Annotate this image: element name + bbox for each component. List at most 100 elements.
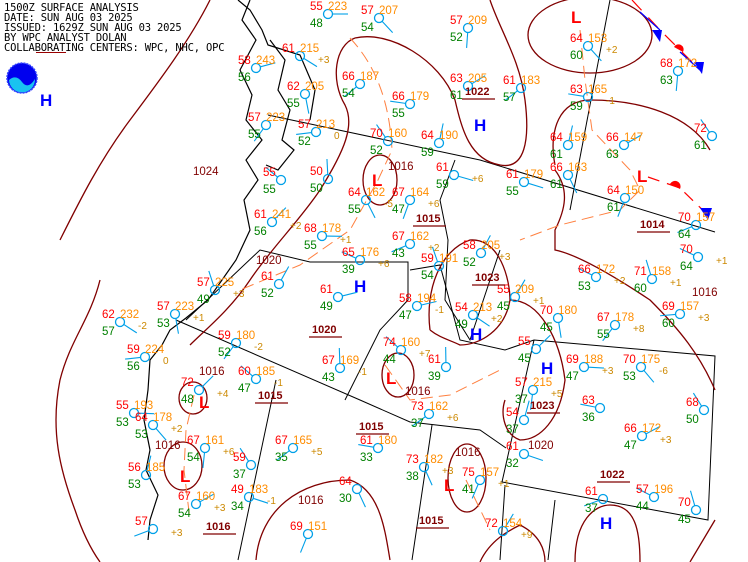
station-pressure: 243	[256, 55, 275, 67]
station-dewpoint: 43	[322, 372, 335, 384]
wind-barb-icon	[431, 246, 439, 262]
station-temperature: 75	[462, 467, 475, 479]
warm-front-semicircle-icon	[674, 44, 684, 52]
station-temperature: 54	[506, 407, 519, 419]
wind-barb-icon	[558, 322, 562, 338]
wind-barb-icon	[265, 166, 278, 178]
station-dewpoint: 63	[606, 149, 619, 161]
station-plot: 67 162 43 +2	[391, 231, 440, 260]
wind-barb-icon	[590, 48, 602, 62]
station-circle-icon	[260, 119, 272, 131]
station-pressure-tendency: +6	[378, 259, 390, 270]
station-dewpoint: 50	[310, 183, 323, 195]
station-circle-icon	[618, 139, 630, 151]
station-plot: 61 183 57	[503, 75, 540, 104]
wind-barb-icon	[123, 323, 138, 334]
isobar	[354, 0, 528, 167]
pressure-center-value: 1023	[475, 272, 499, 284]
station-temperature: 69	[290, 521, 303, 533]
station-temperature: 64	[607, 185, 620, 197]
station-pressure-tendency: +3	[318, 55, 330, 66]
station-plot: 61 241 56 +2	[254, 207, 302, 238]
station-plot: 62 205 55	[287, 81, 324, 114]
station-circle-icon	[190, 498, 202, 510]
station-dewpoint: 59	[570, 101, 583, 113]
station-temperature: 54	[455, 302, 468, 314]
station-temperature: 66	[578, 264, 591, 276]
station-circle-icon	[440, 361, 452, 373]
map-header: 1500Z SURFACE ANALYSIS DATE: SUN AUG 03 …	[4, 3, 225, 54]
station-temperature: 59	[421, 253, 434, 265]
station-temperature: 66	[624, 423, 637, 435]
station-dewpoint: 55	[506, 186, 519, 198]
cold-front-triangle-icon	[694, 62, 704, 74]
station-pressure: 215	[533, 377, 552, 389]
station-circle-icon	[619, 192, 631, 204]
station-temperature: 64	[550, 132, 563, 144]
station-circle-icon	[373, 12, 385, 24]
station-circle-icon	[273, 278, 285, 290]
station-circle-icon	[690, 219, 702, 231]
station-dewpoint: 61	[607, 202, 620, 214]
station-circle-icon	[395, 344, 407, 356]
wind-barb-icon	[303, 57, 318, 68]
station-temperature: 61	[360, 435, 373, 447]
station-pressure-tendency: +3	[602, 366, 614, 377]
wind-barb-icon	[645, 259, 652, 275]
station-plot: 67 164 47 +6	[392, 187, 440, 219]
wind-barb-icon	[358, 443, 374, 448]
station-circle-icon	[674, 308, 686, 320]
station-dewpoint: 37	[506, 424, 519, 436]
station-plot: 57 225 49 +3	[197, 270, 245, 306]
station-pressure: 209	[468, 15, 487, 27]
station-dewpoint: 64	[680, 261, 693, 273]
station-pressure-tendency: +1	[498, 479, 510, 490]
station-pressure: 159	[568, 132, 587, 144]
station-pressure: 169	[340, 355, 359, 367]
station-plot: 66 179 55	[390, 91, 429, 120]
station-pressure: 162	[429, 401, 448, 413]
station-dewpoint: 57	[102, 326, 115, 338]
station-circle-icon	[147, 419, 159, 431]
border-utah	[411, 424, 556, 561]
isobar-label: 1016	[298, 495, 324, 507]
low-pressure-center: L	[386, 369, 396, 388]
station-temperature: 71	[634, 266, 647, 278]
station-plot: 49 183 34 -1	[231, 484, 276, 513]
station-temperature: 63	[570, 84, 583, 96]
wind-barb-icon	[344, 86, 357, 98]
station-temperature: 57	[361, 5, 374, 17]
station-temperature: 55	[518, 336, 531, 348]
station-circle-icon	[404, 194, 416, 206]
station-plot: 62 232 57 -2	[102, 309, 147, 338]
station-temperature: 50	[310, 166, 323, 178]
wind-barb-icon	[588, 366, 605, 369]
station-temperature: 57	[636, 484, 649, 496]
station-dewpoint: 53	[578, 281, 591, 293]
station-pressure: 213	[316, 119, 335, 131]
isobar-label: 1016	[405, 386, 431, 398]
stationary-front-cold-segment	[639, 11, 701, 71]
wind-barb-icon	[568, 93, 584, 97]
header-issued: ISSUED: 1629Z SUN AUG 03 2025	[4, 22, 182, 34]
station-pressure: 209	[515, 284, 534, 296]
station-circle-icon	[147, 523, 159, 535]
station-circle-icon	[474, 474, 486, 486]
station-temperature: 70	[623, 354, 636, 366]
station-plot: 64 153 60 +2	[570, 33, 618, 62]
station-dewpoint: 38	[406, 471, 419, 483]
station-temperature: 72	[485, 518, 498, 530]
station-dewpoint: 57	[503, 92, 516, 104]
station-pressure: 182	[424, 454, 443, 466]
station-temperature: 61	[320, 284, 333, 296]
station-pressure-tendency: +6	[472, 174, 484, 185]
isobar	[479, 524, 546, 562]
station-circle-icon	[354, 254, 366, 266]
station-dewpoint: 39	[342, 264, 355, 276]
station-temperature: 55	[116, 400, 129, 412]
station-pressure: 178	[322, 223, 341, 235]
